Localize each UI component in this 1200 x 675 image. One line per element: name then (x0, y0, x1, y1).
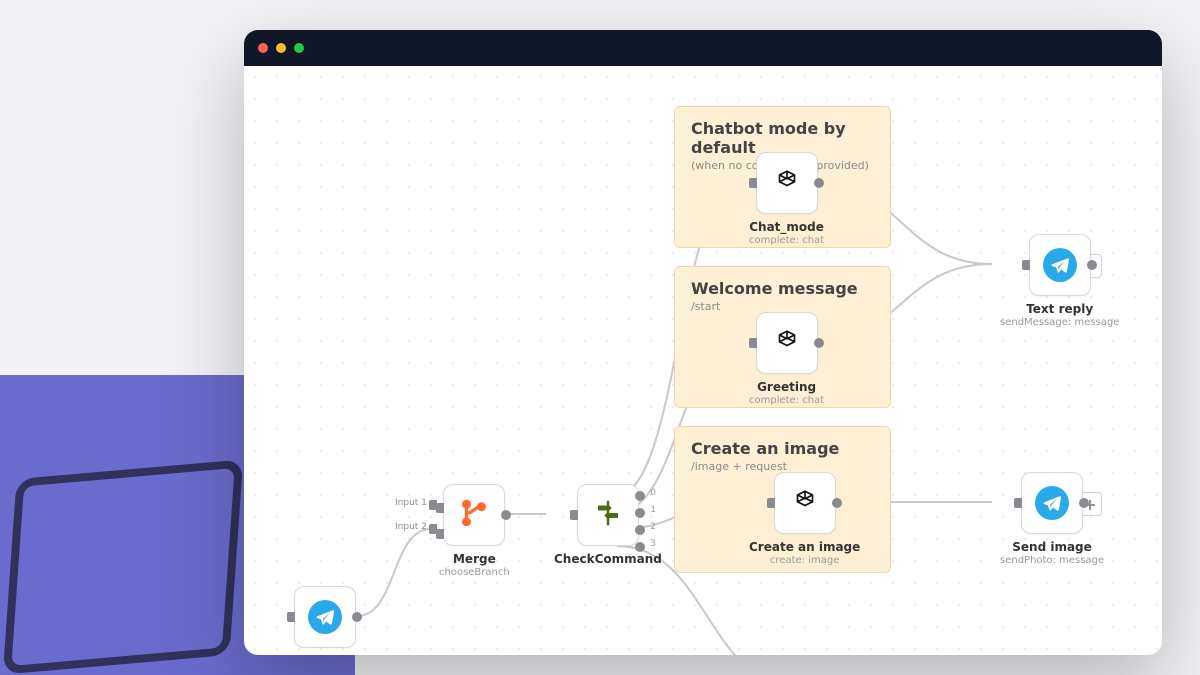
branch-icon (459, 498, 489, 532)
node-box[interactable] (294, 586, 356, 648)
node-box[interactable] (756, 152, 818, 214)
node-label: CheckCommand (554, 552, 662, 566)
node-sublabel: complete: chat (749, 395, 824, 406)
node-image[interactable]: Create an imagecreate: image (749, 472, 860, 566)
node-label: Send image (1012, 540, 1092, 554)
app-window: Chatbot mode by default(when no command … (244, 30, 1162, 655)
node-chat[interactable]: Chat_modecomplete: chat (749, 152, 824, 246)
traffic-light-close[interactable] (258, 43, 268, 53)
telegram-icon (1043, 248, 1077, 282)
node-label: Text reply (1026, 302, 1093, 316)
output-port-label: 3 (650, 539, 656, 549)
traffic-light-minimize[interactable] (276, 43, 286, 53)
output-port-label: 2 (650, 522, 656, 532)
node-box[interactable]: 0123 (577, 484, 639, 546)
openai-icon (790, 486, 820, 520)
openai-icon (772, 166, 802, 200)
node-check[interactable]: 0123CheckCommand (554, 484, 662, 566)
node-sublabel: sendMessage: message (1000, 317, 1119, 328)
node-sublabel: create: image (770, 555, 839, 566)
output-port-label: 1 (650, 505, 656, 515)
node-label: Greeting (757, 380, 816, 394)
input-port-label: Input 1 (395, 498, 427, 508)
node-label: Chat_mode (749, 220, 824, 234)
input-port-label: Input 2 (395, 522, 427, 532)
signpost-icon (593, 498, 623, 532)
node-sendimage[interactable]: Send imagesendPhoto: message (1000, 472, 1104, 566)
traffic-light-zoom[interactable] (294, 43, 304, 53)
node-box[interactable] (1029, 234, 1091, 296)
telegram-icon (308, 600, 342, 634)
node-box[interactable] (443, 484, 505, 546)
node-label: Create an image (749, 540, 860, 554)
node-merge[interactable]: MergechooseBranch (439, 484, 510, 578)
node-label: Merge (453, 552, 496, 566)
telegram-icon (1035, 486, 1069, 520)
node-sublabel: complete: chat (749, 235, 824, 246)
node-sublabel: chooseBranch (439, 567, 510, 578)
node-box[interactable] (756, 312, 818, 374)
openai-icon (772, 326, 802, 360)
node-greet[interactable]: Greetingcomplete: chat (749, 312, 824, 406)
node-box[interactable] (774, 472, 836, 534)
node-textreply[interactable]: Text replysendMessage: message (1000, 234, 1119, 328)
node-box[interactable] (1021, 472, 1083, 534)
workflow-canvas[interactable]: Chatbot mode by default(when no command … (244, 66, 1162, 655)
node-trigger[interactable] (294, 586, 356, 648)
group-title: Create an image (691, 439, 874, 458)
group-title: Welcome message (691, 279, 874, 298)
window-titlebar (244, 30, 1162, 66)
node-sublabel: sendPhoto: message (1000, 555, 1104, 566)
background-cube-outline (3, 459, 243, 674)
output-port-label: 0 (650, 488, 656, 498)
